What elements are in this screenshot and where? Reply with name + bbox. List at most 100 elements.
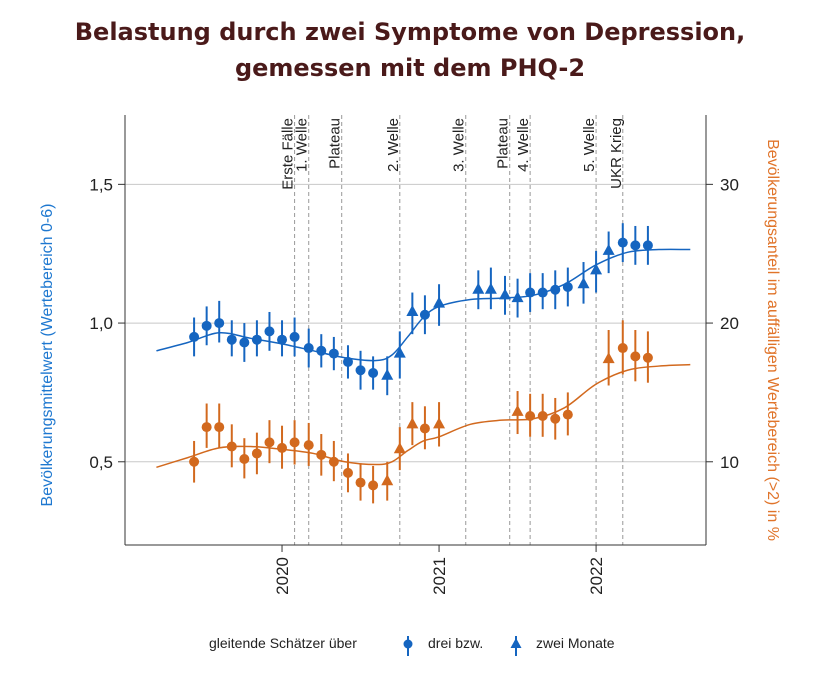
circle-marker xyxy=(617,237,628,248)
right-y-tick-label: 30 xyxy=(720,175,739,194)
event-label: UKR Krieg xyxy=(608,118,625,189)
circle-marker xyxy=(289,331,300,342)
event-label: 5. Welle xyxy=(581,118,598,172)
triangle-marker xyxy=(602,243,615,255)
triangle-marker xyxy=(433,296,446,308)
circle-marker xyxy=(525,287,536,298)
event-label: Plateau xyxy=(327,118,344,169)
circle-marker xyxy=(342,467,353,478)
event-label: Plateau xyxy=(495,118,512,169)
triangle-marker xyxy=(393,346,406,358)
circle-marker xyxy=(303,440,314,451)
chart-title: Belastung durch zwei Symptome von Depres… xyxy=(0,14,820,86)
right-y-tick-label: 10 xyxy=(720,453,739,472)
trend-line-left xyxy=(156,248,691,362)
circle-marker xyxy=(642,240,653,251)
triangle-marker xyxy=(484,282,497,294)
legend-circle-text: drei bzw. xyxy=(428,635,483,651)
circle-marker xyxy=(189,456,200,467)
circle-marker xyxy=(617,343,628,354)
circle-marker xyxy=(550,413,561,424)
triangle-marker xyxy=(381,474,394,486)
circle-marker xyxy=(328,348,339,359)
circle-marker xyxy=(316,345,327,356)
circle-marker xyxy=(201,320,212,331)
circle-marker xyxy=(189,331,200,342)
right-y-axis-label: Bevölkerungsanteil im auffälligen Werteb… xyxy=(764,139,781,541)
triangle-marker xyxy=(433,417,446,429)
circle-marker xyxy=(239,337,250,348)
circle-marker xyxy=(214,422,225,433)
tick-labels: 0,5 1,0 1,5 10 20 30 2020 2021 2022 xyxy=(89,175,739,594)
event-label: Erste Fälle xyxy=(280,118,297,190)
trend-line-right xyxy=(156,363,691,469)
circle-marker xyxy=(642,352,653,363)
legend-label: gleitende Schätzer über xyxy=(209,635,357,651)
circle-marker xyxy=(239,454,250,464)
right-y-tick-label: 20 xyxy=(720,314,739,333)
circle-marker xyxy=(264,326,275,337)
left-y-tick-label: 1,0 xyxy=(89,314,113,333)
data-points xyxy=(189,223,653,504)
axes xyxy=(124,115,707,546)
legend: gleitende Schätzer über drei bzw. zwei M… xyxy=(209,635,615,656)
circle-marker xyxy=(342,356,353,367)
event-label: 2. Welle xyxy=(385,118,402,172)
circle-marker xyxy=(562,409,573,420)
chart-title-line-1: Belastung durch zwei Symptome von Depres… xyxy=(74,18,746,46)
legend-circle-marker xyxy=(403,639,413,649)
triangle-marker xyxy=(406,304,419,316)
triangle-marker xyxy=(499,288,512,300)
triangle-marker xyxy=(511,404,524,416)
circle-marker xyxy=(303,343,314,354)
circle-marker xyxy=(226,441,237,452)
triangle-marker xyxy=(393,442,406,454)
x-tick-label: 2021 xyxy=(430,557,449,595)
triangle-marker xyxy=(602,352,615,364)
circle-marker xyxy=(537,287,548,298)
circle-marker xyxy=(264,437,275,448)
circle-marker xyxy=(251,448,262,459)
circle-marker xyxy=(419,309,430,320)
event-label: 1. Welle xyxy=(294,118,311,172)
circle-marker xyxy=(355,365,366,376)
circle-marker xyxy=(251,334,262,345)
left-y-tick-label: 1,5 xyxy=(89,175,113,194)
triangle-marker xyxy=(406,417,419,429)
legend-triangle-text: zwei Monate xyxy=(536,635,615,651)
circle-marker xyxy=(289,437,300,448)
event-label: 3. Welle xyxy=(451,118,468,172)
circle-marker xyxy=(630,240,641,251)
triangle-marker xyxy=(511,291,524,303)
legend-triangle-marker xyxy=(510,638,522,648)
circle-marker xyxy=(214,318,225,329)
circle-marker xyxy=(328,456,339,467)
circle-marker xyxy=(550,284,561,295)
event-label: 4. Welle xyxy=(515,118,532,172)
triangle-marker xyxy=(381,368,394,380)
circle-marker xyxy=(201,422,212,433)
circle-marker xyxy=(368,480,379,491)
circle-marker xyxy=(226,334,237,345)
chart-title-line-2: gemessen mit dem PHQ-2 xyxy=(234,54,586,82)
triangle-marker xyxy=(472,282,485,294)
x-tick-label: 2022 xyxy=(587,557,606,595)
circle-marker xyxy=(525,411,536,421)
left-y-tick-label: 0,5 xyxy=(89,453,113,472)
circle-marker xyxy=(316,449,327,460)
grid-lines xyxy=(125,183,706,463)
triangle-marker xyxy=(577,277,590,289)
circle-marker xyxy=(630,351,641,362)
left-y-axis-label: Bevölkerungsmittelwert (Wertebereich 0-6… xyxy=(39,204,56,507)
circle-marker xyxy=(277,442,288,453)
circle-marker xyxy=(537,411,548,421)
circle-marker xyxy=(562,282,573,292)
circle-marker xyxy=(277,334,288,345)
x-tick-label: 2020 xyxy=(273,557,292,595)
circle-marker xyxy=(419,423,430,434)
triangle-marker xyxy=(590,263,603,275)
circle-marker xyxy=(355,477,366,488)
circle-marker xyxy=(368,368,379,378)
